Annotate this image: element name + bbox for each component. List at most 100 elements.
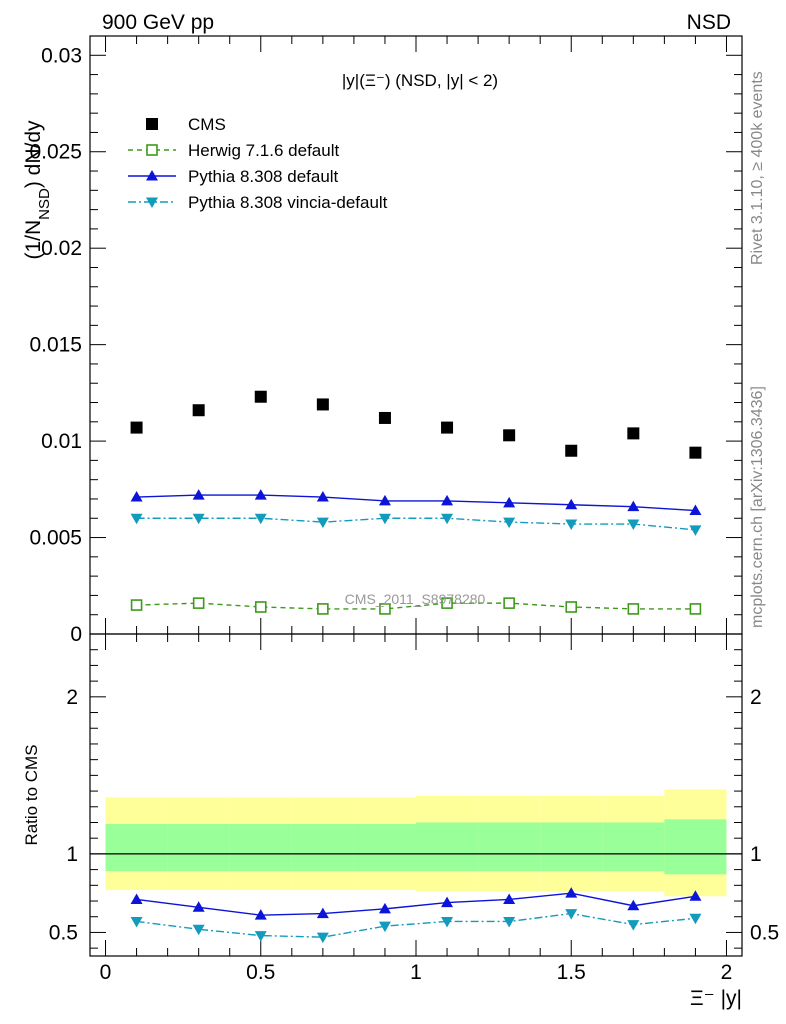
data-point: [254, 489, 267, 500]
data-point: [378, 494, 391, 506]
ratio-point: [316, 932, 329, 944]
x-axis-label: Ξ⁻ |y|: [690, 987, 742, 1010]
data-point: [441, 494, 454, 506]
x-tick-label: 0: [100, 961, 112, 984]
legend-entry: Pythia 8.308 vincia-default: [128, 193, 388, 212]
data-point: [130, 599, 143, 611]
legend: CMS Herwig 7.1.6 default Pythia 8.308 defa…: [128, 115, 388, 212]
y-tick-label: 0.025: [29, 141, 82, 164]
data-point: [192, 597, 205, 609]
data-point: [627, 500, 640, 512]
ratio-point: [441, 896, 454, 908]
ratio-point: [378, 902, 391, 914]
ratio-point: [378, 921, 391, 933]
ratio-series-0: [130, 887, 702, 920]
y-tick-label-right: 0.5: [750, 921, 779, 944]
analysis-watermark: CMS_2011_S8978280: [345, 591, 486, 607]
data-point: [689, 603, 702, 615]
data-point: [316, 517, 329, 529]
ratio-point: [316, 907, 329, 919]
green-band: [291, 824, 354, 872]
data-point: [689, 525, 702, 536]
data-point: [378, 411, 391, 424]
legend-entry: CMS: [146, 115, 226, 134]
data-point: [441, 421, 454, 434]
green-band: [416, 822, 479, 872]
data-point: [130, 491, 143, 502]
series-0: [130, 390, 702, 459]
ratio-series-1: [130, 909, 702, 944]
ratio-point: [627, 920, 640, 931]
green-band: [540, 822, 603, 872]
series-2: [130, 489, 702, 516]
data-point: [192, 404, 205, 417]
ratio-point: [130, 916, 143, 928]
legend-marker: [146, 118, 158, 130]
legend-label: Pythia 8.308 default: [188, 167, 339, 186]
data-point: [503, 496, 516, 508]
series-3: [130, 513, 702, 536]
ratio-point: [565, 887, 578, 898]
legend-entry: Herwig 7.1.6 default: [128, 141, 339, 160]
legend-marker: [146, 197, 158, 208]
data-point: [689, 446, 702, 459]
data-point: [254, 390, 267, 403]
ratio-uncertainty-bands: [90, 789, 742, 897]
ratio-point: [565, 909, 578, 920]
data-point: [317, 603, 329, 615]
ratio-point: [689, 890, 702, 901]
energy-label: 900 GeV pp: [102, 11, 214, 34]
y-tick-label: 1: [66, 843, 78, 866]
legend-label: Herwig 7.1.6 default: [188, 141, 339, 160]
series-line: [136, 517, 696, 531]
data-point: [192, 489, 205, 500]
data-point: [503, 517, 516, 529]
data-point: [316, 491, 329, 502]
legend-marker: [146, 170, 158, 181]
y-tick-label: 0.5: [49, 921, 78, 944]
x-tick-label: 0.5: [246, 961, 275, 984]
main-title: |y|(Ξ⁻) (NSD, |y| < 2): [342, 71, 498, 90]
data-point: [565, 498, 578, 510]
data-point: [689, 504, 702, 516]
series-line: [136, 494, 696, 512]
main-series-layer: [130, 390, 702, 615]
main-y-axis-label: (1/NNSD) dN/dy: [22, 120, 53, 260]
data-point: [316, 398, 329, 411]
y-tick-label: 0: [70, 623, 82, 646]
legend-label: Pythia 8.308 vincia-default: [188, 193, 388, 212]
x-tick-label: 2: [721, 961, 733, 984]
data-point: [378, 513, 391, 525]
data-point: [254, 601, 267, 613]
data-point: [254, 513, 267, 525]
green-band: [105, 824, 168, 872]
main-y-axis-ticks: 0 0.005 0.01 0.015 0.02 0.025 0.03: [29, 35, 742, 646]
ratio-line: [136, 892, 696, 916]
y-tick-label: 0.015: [29, 334, 82, 357]
data-point: [192, 513, 205, 525]
ratio-point: [503, 893, 516, 904]
ratio-series-layer: [130, 887, 702, 944]
data-point: [441, 513, 454, 525]
data-point: [130, 421, 143, 434]
ratio-point: [503, 916, 516, 928]
legend-label: CMS: [188, 115, 226, 134]
data-point: [565, 519, 578, 531]
data-point: [565, 601, 578, 613]
ratio-point: [441, 916, 454, 928]
green-band: [229, 824, 292, 872]
data-point: [565, 444, 578, 457]
ratio-point: [130, 893, 143, 904]
data-point: [627, 603, 640, 615]
green-band: [602, 822, 665, 872]
y-tick-label: 0.005: [29, 527, 82, 550]
x-tick-label: 1.5: [557, 961, 586, 984]
series-1: [130, 597, 702, 615]
y-tick-label: 2: [66, 686, 78, 709]
mcplots-label: mcplots.cern.ch [arXiv:1306.3436]: [749, 386, 766, 628]
ratio-point: [627, 899, 640, 911]
y-tick-label-right: 2: [750, 686, 762, 709]
ratio-point: [192, 901, 205, 912]
data-point: [379, 603, 391, 615]
